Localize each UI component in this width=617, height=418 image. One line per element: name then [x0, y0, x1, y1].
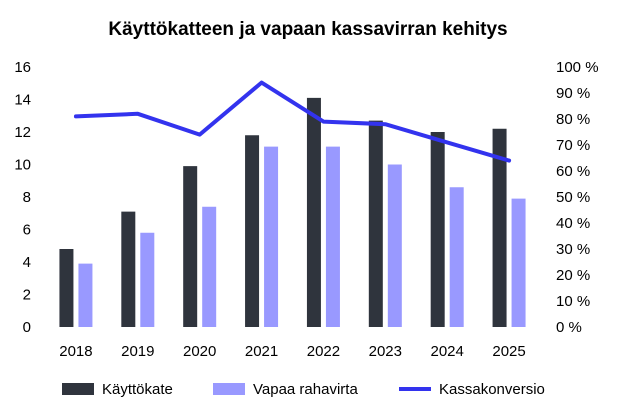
right-tick-label: 100 % — [556, 59, 599, 76]
bar-vapaa-rahavirta-2021 — [264, 146, 279, 327]
right-tick-label: 50 % — [556, 189, 590, 206]
bar-käyttökate-2021 — [245, 135, 260, 327]
x-axis: 2018 2019 2020 2021 2022 2023 2024 2025 — [59, 343, 526, 360]
x-tick-label: 2020 — [183, 343, 216, 360]
legend: Käyttökate Vapaa rahavirta Kassakonversio — [62, 381, 545, 398]
bar-vapaa-rahavirta-2025 — [511, 198, 526, 327]
left-tick-label: 10 — [14, 157, 31, 174]
left-tick-label: 14 — [14, 92, 31, 109]
line-layer — [73, 80, 512, 163]
right-tick-label: 0 % — [556, 319, 582, 336]
bar-vapaa-rahavirta-2024 — [449, 187, 464, 327]
left-tick-label: 4 — [23, 254, 31, 271]
legend-label: Vapaa rahavirta — [253, 381, 358, 398]
bar-käyttökate-2020 — [183, 166, 198, 327]
x-tick-label: 2019 — [121, 343, 154, 360]
right-tick-label: 80 % — [556, 111, 590, 128]
left-tick-label: 8 — [23, 189, 31, 206]
x-tick-label: 2025 — [492, 343, 525, 360]
bar-käyttökate-2025 — [492, 128, 507, 327]
left-tick-label: 6 — [23, 222, 31, 239]
x-tick-label: 2024 — [431, 343, 464, 360]
legend-label: Käyttökate — [102, 381, 173, 398]
legend-swatch — [213, 383, 245, 395]
bar-käyttökate-2024 — [430, 132, 445, 327]
left-axis: 0 2 4 6 8 10 12 14 16 — [14, 59, 31, 336]
chart-title: Käyttökatteen ja vapaan kassavirran kehi… — [108, 19, 507, 40]
left-tick-label: 12 — [14, 124, 31, 141]
left-tick-label: 16 — [14, 59, 31, 76]
x-tick-label: 2018 — [59, 343, 92, 360]
bar-käyttökate-2022 — [306, 97, 321, 327]
x-tick-label: 2022 — [307, 343, 340, 360]
legend-swatch — [62, 383, 94, 395]
bar-vapaa-rahavirta-2023 — [387, 164, 402, 327]
right-tick-label: 20 % — [556, 267, 590, 284]
right-tick-label: 40 % — [556, 215, 590, 232]
bar-käyttökate-2023 — [368, 120, 383, 327]
left-tick-label: 2 — [23, 287, 31, 304]
bar-käyttökate-2019 — [121, 211, 136, 327]
x-tick-label: 2023 — [369, 343, 402, 360]
x-tick-label: 2021 — [245, 343, 278, 360]
bar-vapaa-rahavirta-2018 — [78, 263, 93, 327]
left-tick-label: 0 — [23, 319, 31, 336]
right-tick-label: 60 % — [556, 163, 590, 180]
bar-käyttökate-2018 — [59, 249, 74, 327]
bars-layer — [59, 97, 526, 327]
right-tick-label: 90 % — [556, 85, 590, 102]
bar-vapaa-rahavirta-2019 — [140, 232, 155, 327]
right-tick-label: 30 % — [556, 241, 590, 258]
right-tick-label: 10 % — [556, 293, 590, 310]
right-tick-label: 70 % — [556, 137, 590, 154]
right-axis: 0 % 10 % 20 % 30 % 40 % 50 % 60 % 70 % 80 % 90 % 1… — [556, 59, 599, 336]
line-kassakonversio — [73, 80, 512, 163]
legend-label: Kassakonversio — [439, 381, 545, 398]
bar-vapaa-rahavirta-2022 — [325, 146, 340, 327]
bar-vapaa-rahavirta-2020 — [202, 206, 217, 327]
